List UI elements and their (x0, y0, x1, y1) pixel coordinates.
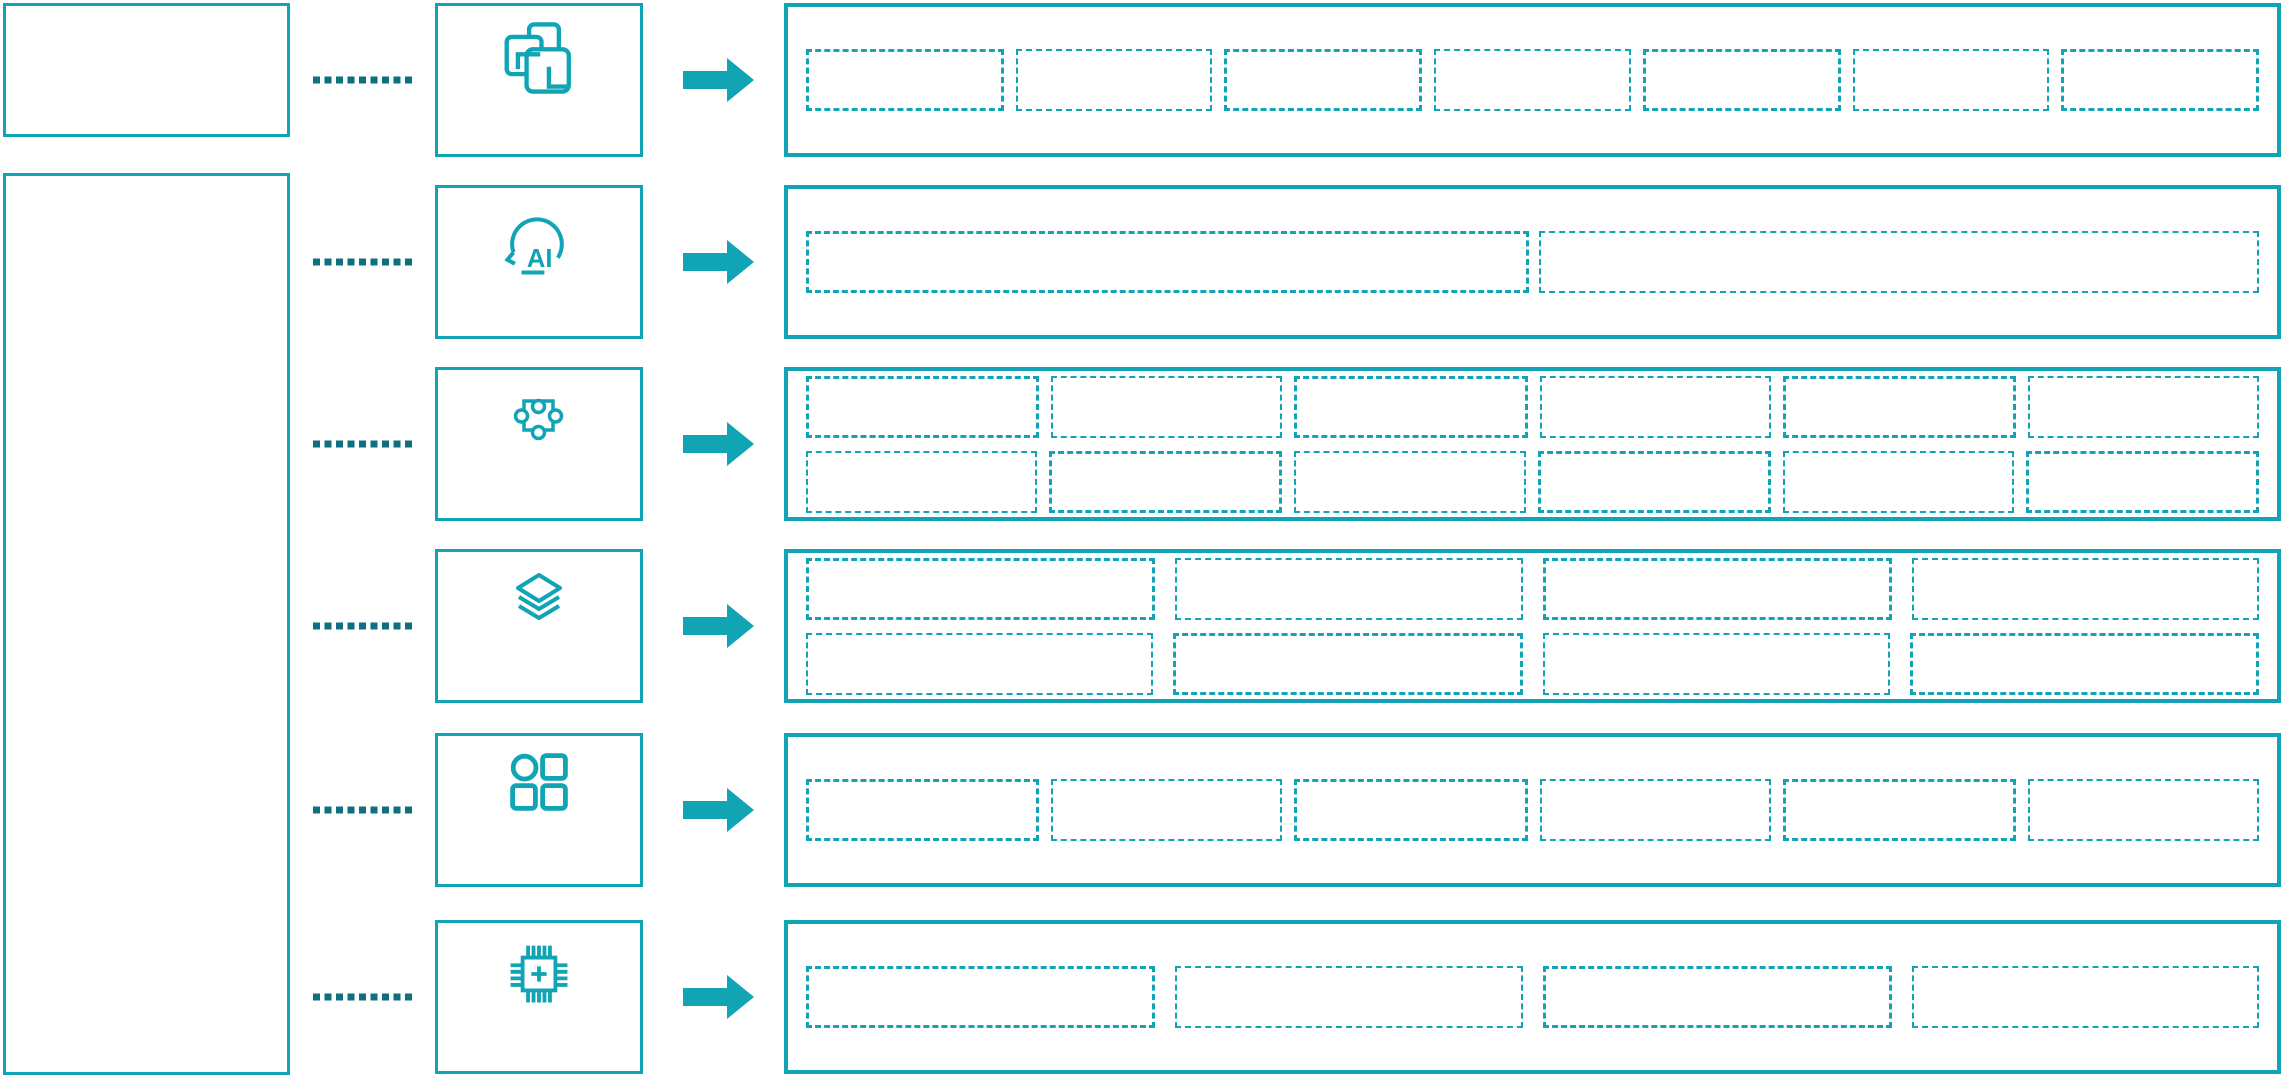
placeholder-slot (806, 632, 1154, 695)
diagram-row-4 (0, 549, 2284, 703)
top-left-box (3, 3, 290, 137)
content-panel (784, 185, 2281, 339)
right-arrow-icon (683, 604, 754, 648)
placeholder-slot (1051, 779, 1283, 841)
placeholder-slot (1642, 49, 1841, 111)
diagram-row-5 (0, 733, 2284, 887)
placeholder-slot (1224, 49, 1423, 111)
dashed-connector (313, 258, 413, 266)
right-arrow-icon (683, 422, 754, 466)
layers-icon (507, 568, 571, 628)
puzzle-icon (507, 386, 571, 450)
placeholder-slot (1051, 375, 1283, 438)
icon-box: AI (435, 185, 643, 339)
placeholder-slot (1782, 779, 2016, 841)
placeholder-slot (1909, 632, 2259, 695)
left-tall-box (3, 173, 290, 1075)
placeholder-slot (1016, 49, 1213, 111)
panel-sub-row (806, 557, 2259, 620)
right-arrow-icon (683, 240, 754, 284)
icon-box (435, 733, 643, 887)
panel-sub-row (806, 231, 2259, 293)
content-panel (784, 549, 2281, 703)
diagram-row-2: AI (0, 185, 2284, 339)
placeholder-slot (1782, 450, 2014, 513)
overlap-squares-icon (500, 22, 578, 94)
diagram-row-6 (0, 920, 2284, 1074)
placeholder-slot (806, 450, 1038, 513)
content-panel (784, 733, 2281, 887)
placeholder-slot (1542, 632, 1890, 695)
placeholder-slot (806, 557, 1156, 620)
svg-text:AI: AI (527, 245, 553, 273)
panel-sub-row (806, 966, 2259, 1028)
placeholder-slot (1542, 557, 1892, 620)
placeholder-slot (2027, 375, 2260, 438)
placeholder-slot (2025, 450, 2260, 513)
placeholder-slot (806, 231, 1529, 293)
placeholder-slot (1542, 966, 1892, 1028)
panel-sub-row (806, 375, 2260, 438)
placeholder-slot (806, 375, 1040, 438)
diagram-row-1 (0, 3, 2284, 157)
placeholder-slot (1294, 779, 1528, 841)
placeholder-slot (1434, 49, 1631, 111)
panel-sub-row (806, 450, 2260, 513)
grid-icon (509, 752, 569, 812)
placeholder-slot (2060, 49, 2259, 111)
diagram-row-3 (0, 367, 2284, 521)
placeholder-slot (1049, 450, 1283, 513)
right-arrow-icon (683, 58, 754, 102)
ai-head-icon: AI (496, 204, 582, 290)
placeholder-slot (1911, 966, 2259, 1028)
right-arrow-icon (683, 788, 754, 832)
placeholder-slot (806, 966, 1156, 1028)
placeholder-slot (1537, 450, 1771, 513)
placeholder-slot (2027, 779, 2260, 841)
panel-sub-row (806, 49, 2259, 111)
dashed-connector (313, 440, 413, 448)
placeholder-slot (1294, 375, 1528, 438)
placeholder-slot (1539, 375, 1771, 438)
placeholder-slot (1173, 632, 1523, 695)
placeholder-slot (1539, 779, 1771, 841)
placeholder-slot (1911, 557, 2259, 620)
placeholder-slot (1294, 450, 1526, 513)
icon-box (435, 367, 643, 521)
dashed-connector (313, 76, 413, 84)
placeholder-slot (1538, 231, 2259, 293)
dashed-connector (313, 622, 413, 630)
placeholder-slot (806, 49, 1005, 111)
placeholder-slot (1852, 49, 2049, 111)
content-panel (784, 3, 2281, 157)
icon-box (435, 549, 643, 703)
placeholder-slot (1175, 557, 1523, 620)
icon-box (435, 920, 643, 1074)
content-panel (784, 367, 2281, 521)
panel-sub-row (806, 779, 2260, 841)
dashed-connector (313, 806, 413, 814)
panel-sub-row (806, 632, 2259, 695)
dashed-connector (313, 993, 413, 1001)
chip-icon (504, 939, 574, 1009)
placeholder-slot (806, 779, 1040, 841)
placeholder-slot (1782, 375, 2016, 438)
placeholder-slot (1175, 966, 1523, 1028)
icon-box (435, 3, 643, 157)
content-panel (784, 920, 2281, 1074)
right-arrow-icon (683, 975, 754, 1019)
